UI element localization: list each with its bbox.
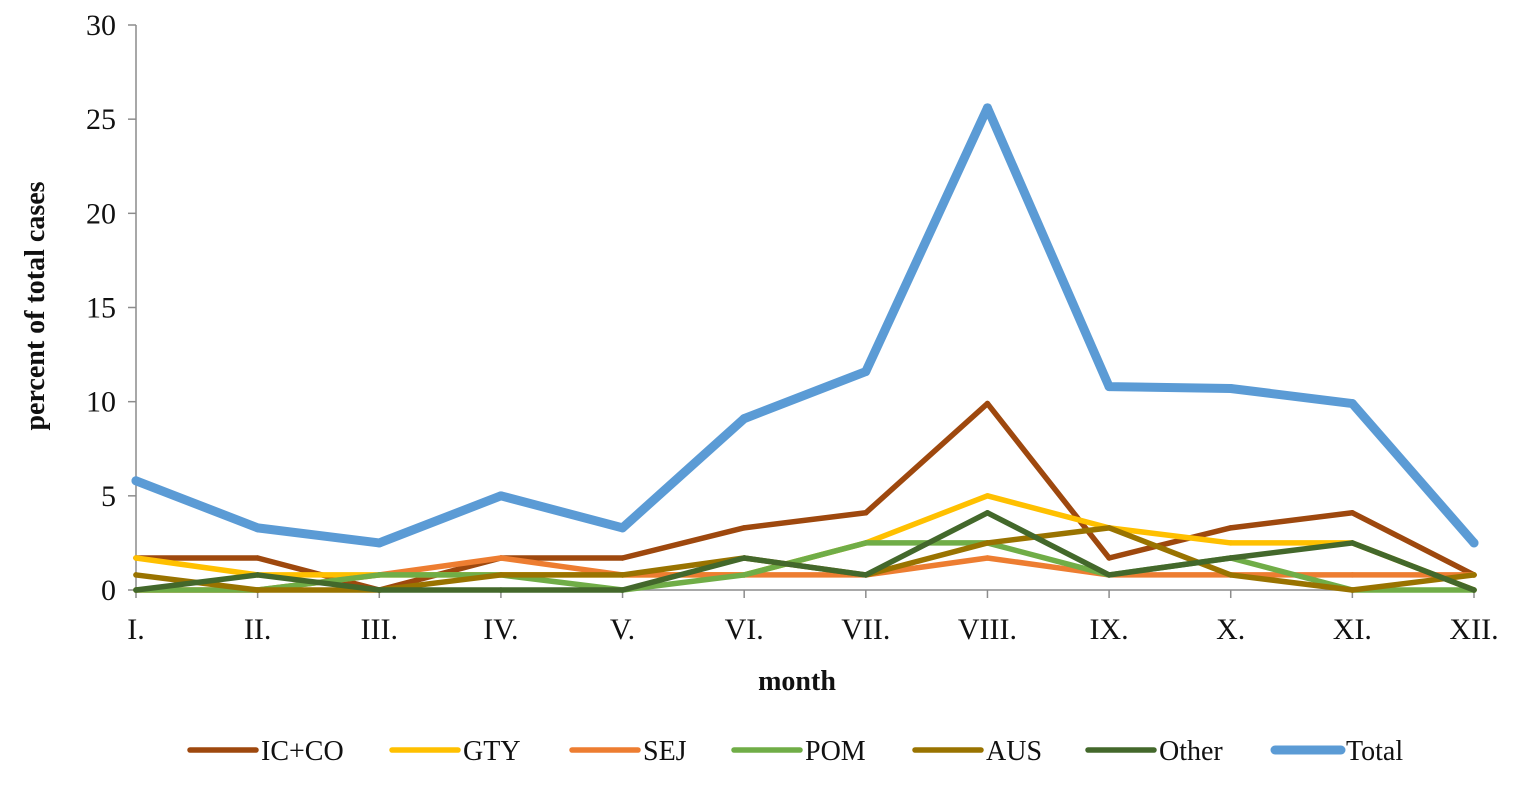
legend-item-total: Total [1270, 736, 1403, 767]
x-tick-label: VI. [725, 613, 764, 646]
data-point-gty [1227, 540, 1234, 546]
data-point-other [984, 510, 991, 516]
y-tick-label: 15 [86, 292, 116, 325]
series-line-total [131, 103, 1479, 548]
y-tick-label: 20 [86, 197, 116, 230]
data-point-other [1106, 572, 1112, 578]
data-point-sej [984, 555, 991, 561]
data-point-total [253, 523, 263, 533]
x-tick-label: X. [1216, 613, 1245, 646]
legend-label: Other [1159, 736, 1223, 767]
legend-item-other: Other [1085, 736, 1223, 767]
data-point-aus [984, 540, 991, 546]
data-point-other [863, 572, 869, 578]
y-tick-label: 30 [86, 9, 116, 42]
data-point-aus [1106, 525, 1112, 531]
data-point-ic-co [863, 510, 869, 516]
data-point-total [1104, 382, 1114, 392]
data-point-gty [133, 555, 139, 561]
data-point-aus [1349, 587, 1356, 593]
legend: IC+CO GTY SEJ POM AUS Other Total [187, 736, 1403, 767]
x-tick-label: VII. [841, 613, 890, 646]
data-point-aus [1227, 572, 1234, 578]
data-point-total [1347, 399, 1357, 409]
data-point-aus [619, 572, 626, 578]
data-point-ic-co [984, 400, 991, 407]
data-point-ic-co [741, 525, 747, 531]
data-point-total [739, 414, 749, 424]
series-line-other [133, 510, 1477, 593]
data-point-ic-co [1349, 510, 1356, 516]
data-point-total [861, 367, 871, 377]
data-point-other [619, 587, 626, 593]
data-point-aus [254, 587, 261, 593]
data-point-pom [741, 572, 747, 578]
x-axis: I. II. III. IV. V. VI. VII. VIII. IX. X. XI. XII. [127, 589, 1499, 646]
data-point-other [1349, 540, 1356, 546]
data-point-sej [498, 555, 504, 561]
data-point-other [254, 572, 261, 578]
legend-label: Total [1346, 736, 1403, 767]
x-tick-label: IX. [1090, 613, 1129, 646]
legend-label: POM [805, 736, 866, 767]
legend-item-gty: GTY [389, 736, 521, 767]
data-point-aus [1471, 572, 1477, 578]
data-point-other [1471, 587, 1477, 593]
x-tick-label: V. [610, 613, 635, 646]
data-point-total [982, 103, 992, 113]
y-axis: 0 5 10 15 20 25 30 [86, 9, 137, 607]
data-point-pom [376, 572, 383, 578]
legend-item-pom: POM [731, 736, 866, 767]
y-tick-label: 5 [101, 480, 116, 513]
data-point-ic-co [1227, 525, 1234, 531]
series-line-ic-co [133, 400, 1477, 593]
legend-item-sej: SEJ [569, 736, 687, 767]
data-point-total [131, 476, 141, 486]
data-point-other [741, 555, 747, 561]
legend-label: AUS [986, 736, 1042, 767]
legend-item-aus: AUS [912, 736, 1042, 767]
legend-label: IC+CO [261, 736, 344, 767]
data-point-aus [133, 572, 139, 578]
y-axis-title: percent of total cases [20, 181, 51, 430]
y-tick-label: 25 [86, 103, 116, 136]
data-point-other [1227, 555, 1234, 561]
data-point-ic-co [619, 555, 626, 561]
data-point-aus [498, 572, 504, 578]
data-point-gty [984, 493, 991, 499]
legend-label: SEJ [643, 736, 687, 767]
data-point-ic-co [1106, 555, 1112, 561]
data-point-total [496, 491, 506, 501]
series-lines [131, 103, 1479, 593]
legend-item-ic-co: IC+CO [187, 736, 344, 767]
x-tick-label: III. [361, 613, 398, 646]
data-point-total [1226, 383, 1236, 393]
x-axis-title: month [758, 666, 836, 697]
x-tick-label: II. [244, 613, 271, 646]
data-point-other [498, 587, 504, 593]
y-tick-label: 0 [101, 574, 116, 607]
data-point-total [618, 523, 628, 533]
data-point-sej [1349, 572, 1356, 578]
data-point-pom [863, 540, 869, 546]
data-point-total [374, 538, 384, 548]
series-line-pom [133, 540, 1477, 593]
legend-label: GTY [463, 736, 521, 767]
data-point-other [376, 587, 383, 593]
x-tick-label: XII. [1449, 613, 1498, 646]
data-point-ic-co [254, 555, 261, 561]
data-point-total [1469, 538, 1479, 548]
x-tick-label: XI. [1333, 613, 1372, 646]
x-tick-label: I. [127, 613, 145, 646]
x-tick-label: VIII. [958, 613, 1017, 646]
y-tick-label: 10 [86, 386, 116, 419]
data-point-other [133, 587, 139, 593]
x-tick-label: IV. [483, 613, 518, 646]
